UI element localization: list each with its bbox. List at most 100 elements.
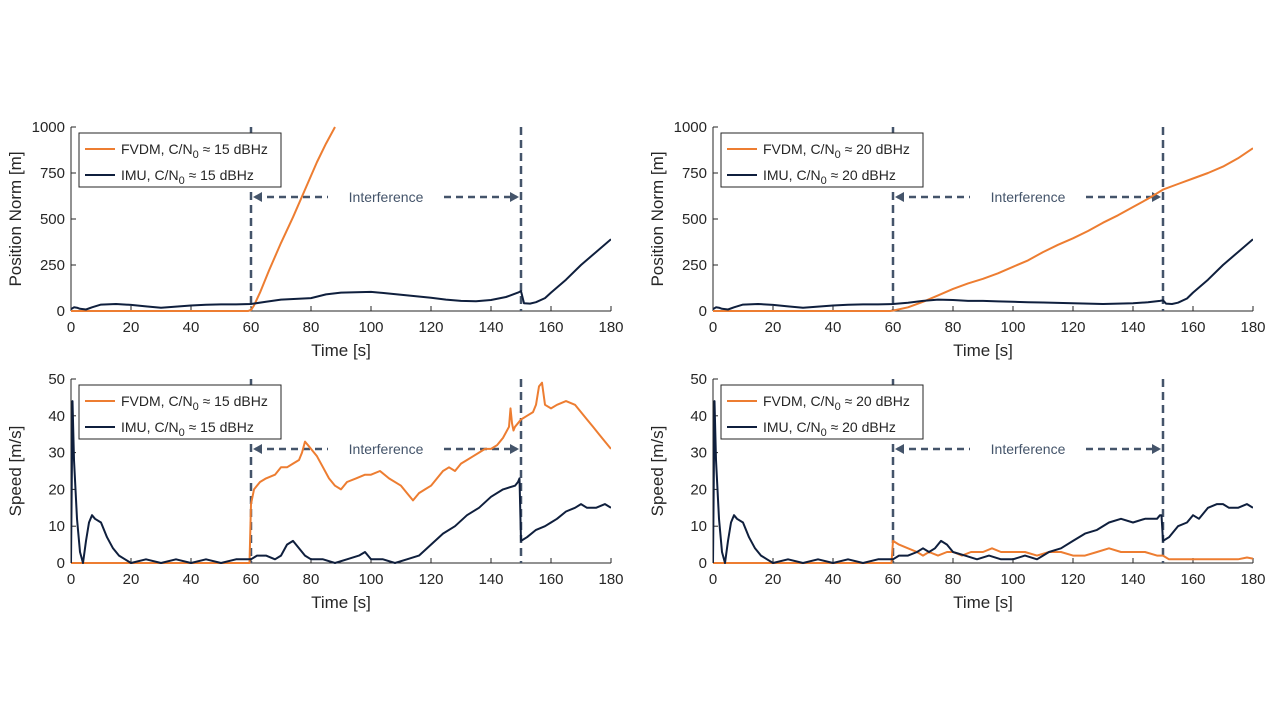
arrowhead-left-icon <box>895 192 904 202</box>
arrowhead-left-icon <box>895 444 904 454</box>
x-axis-label: Time [s] <box>953 341 1013 360</box>
x-tick-label: 180 <box>598 319 623 336</box>
legend-entry: IMU, C/N0 ≈ 20 dBHz <box>763 419 896 439</box>
x-tick-label: 60 <box>885 319 902 336</box>
x-tick-label: 20 <box>765 571 782 588</box>
x-tick-label: 100 <box>1000 319 1025 336</box>
legend-box <box>78 132 282 188</box>
legend-box <box>720 384 924 440</box>
x-tick-label: 100 <box>1000 571 1025 588</box>
y-tick-label: 750 <box>40 165 65 182</box>
legend-entry: IMU, C/N0 ≈ 20 dBHz <box>763 167 896 187</box>
x-tick-label: 60 <box>243 319 260 336</box>
series-line-fvdm <box>71 126 336 312</box>
x-tick-label: 60 <box>243 571 260 588</box>
y-axis-label: Position Norm [m] <box>6 151 25 286</box>
y-tick-label: 250 <box>40 257 65 274</box>
x-axis-label: Time [s] <box>311 341 371 360</box>
x-tick-label: 40 <box>825 319 842 336</box>
x-tick-label: 80 <box>303 319 320 336</box>
x-tick-label: 80 <box>945 571 962 588</box>
arrowhead-right-icon <box>510 444 519 454</box>
x-tick-label: 80 <box>945 319 962 336</box>
x-tick-label: 160 <box>1180 319 1205 336</box>
interference-label: Interference <box>349 441 424 457</box>
x-tick-label: 0 <box>67 571 75 588</box>
y-axis-label: Position Norm [m] <box>648 151 667 286</box>
series-line-imu <box>71 238 611 311</box>
x-tick-label: 140 <box>1120 319 1145 336</box>
y-tick-label: 0 <box>57 303 65 320</box>
x-tick-label: 40 <box>183 571 200 588</box>
y-tick-label: 20 <box>48 481 65 498</box>
y-tick-label: 40 <box>48 408 65 425</box>
legend-entry: FVDM, C/N0 ≈ 15 dBHz <box>121 393 268 413</box>
x-tick-label: 120 <box>1060 319 1085 336</box>
x-tick-label: 160 <box>538 319 563 336</box>
x-tick-label: 120 <box>418 571 443 588</box>
y-tick-label: 1000 <box>32 119 65 136</box>
y-axis-label: Speed [m/s] <box>648 426 667 517</box>
y-axis-label: Speed [m/s] <box>6 426 25 517</box>
series-line-fvdm <box>71 381 611 564</box>
x-tick-label: 60 <box>885 571 902 588</box>
y-tick-label: 750 <box>682 165 707 182</box>
arrowhead-left-icon <box>253 444 262 454</box>
x-tick-label: 0 <box>67 319 75 336</box>
y-tick-label: 30 <box>690 445 707 462</box>
y-tick-label: 50 <box>48 371 65 388</box>
arrowhead-right-icon <box>510 192 519 202</box>
y-tick-label: 10 <box>48 518 65 535</box>
x-tick-label: 180 <box>1240 571 1265 588</box>
interference-label: Interference <box>349 189 424 205</box>
interference-label: Interference <box>991 441 1066 457</box>
series-line-fvdm <box>713 539 1253 564</box>
chart-3: 0 20 40 60 80 100 120 140 160 180 0 10 20 30 40 50 Time … <box>6 371 624 612</box>
x-tick-label: 40 <box>183 319 200 336</box>
y-tick-label: 0 <box>699 303 707 320</box>
legend-entry: FVDM, C/N0 ≈ 20 dBHz <box>763 393 910 413</box>
y-tick-label: 20 <box>690 481 707 498</box>
legend-box <box>78 384 282 440</box>
x-tick-label: 20 <box>123 319 140 336</box>
arrowhead-left-icon <box>253 192 262 202</box>
legend-entry: IMU, C/N0 ≈ 15 dBHz <box>121 419 254 439</box>
legend-entry: FVDM, C/N0 ≈ 20 dBHz <box>763 141 910 161</box>
x-tick-label: 120 <box>1060 571 1085 588</box>
series-line-imu <box>713 238 1253 311</box>
legend-entry: FVDM, C/N0 ≈ 15 dBHz <box>121 141 268 161</box>
x-tick-label: 80 <box>303 571 320 588</box>
y-tick-label: 1000 <box>674 119 707 136</box>
interference-label: Interference <box>991 189 1066 205</box>
x-tick-label: 160 <box>1180 571 1205 588</box>
x-tick-label: 180 <box>1240 319 1265 336</box>
x-axis-label: Time [s] <box>953 593 1013 612</box>
series-line-imu <box>71 400 611 564</box>
x-tick-label: 140 <box>478 319 503 336</box>
y-tick-label: 50 <box>690 371 707 388</box>
x-tick-label: 0 <box>709 571 717 588</box>
arrowhead-right-icon <box>1152 444 1161 454</box>
x-tick-label: 140 <box>1120 571 1145 588</box>
x-tick-label: 40 <box>825 571 842 588</box>
x-tick-label: 120 <box>418 319 443 336</box>
y-tick-label: 0 <box>699 555 707 572</box>
series-line-imu <box>713 400 1253 564</box>
y-tick-label: 10 <box>690 518 707 535</box>
y-tick-label: 500 <box>40 211 65 228</box>
x-tick-label: 0 <box>709 319 717 336</box>
y-tick-label: 0 <box>57 555 65 572</box>
x-tick-label: 20 <box>123 571 140 588</box>
x-tick-label: 160 <box>538 571 563 588</box>
x-tick-label: 100 <box>358 319 383 336</box>
chart-4: 0 20 40 60 80 100 120 140 160 180 0 10 20 30 40 50 Time … <box>648 371 1266 612</box>
x-tick-label: 180 <box>598 571 623 588</box>
x-tick-label: 100 <box>358 571 383 588</box>
y-tick-label: 250 <box>682 257 707 274</box>
y-tick-label: 30 <box>48 445 65 462</box>
chart-2: 0 20 40 60 80 100 120 140 160 180 0 250 500 750 1000 Ti… <box>648 119 1266 360</box>
legend-entry: IMU, C/N0 ≈ 15 dBHz <box>121 167 254 187</box>
y-tick-label: 500 <box>682 211 707 228</box>
